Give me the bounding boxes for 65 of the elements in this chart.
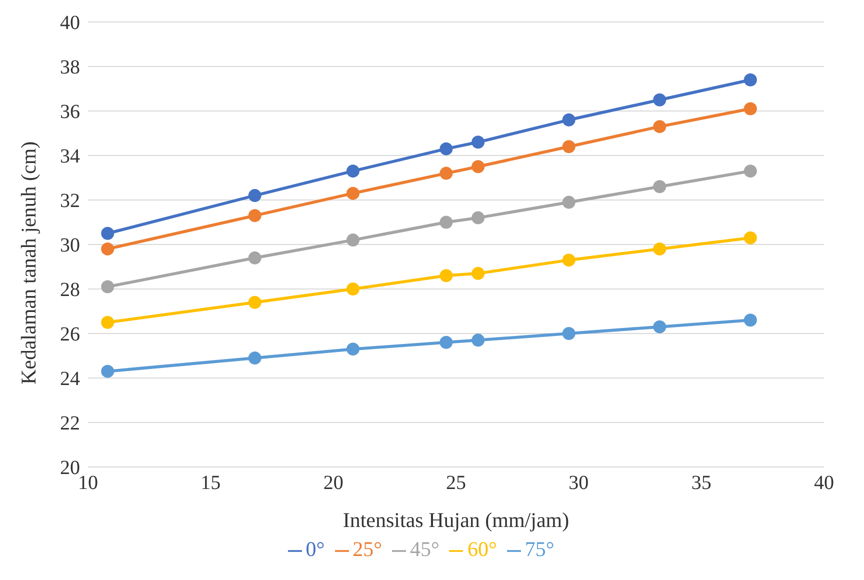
y-tick-label: 34 [60, 146, 80, 168]
point [346, 186, 360, 200]
x-tick-label: 30 [568, 472, 589, 494]
point [101, 280, 114, 294]
point [472, 160, 485, 174]
point [248, 209, 262, 222]
y-tick-label: 28 [60, 279, 80, 302]
point [101, 364, 114, 378]
point [653, 180, 666, 194]
x-tick-label: 15 [200, 472, 221, 494]
y-tick-label: 30 [60, 234, 80, 257]
point [101, 316, 114, 329]
point [440, 216, 453, 229]
point [744, 73, 757, 86]
point [440, 166, 453, 180]
point [248, 351, 262, 364]
point [653, 120, 666, 134]
point [653, 242, 666, 256]
y-tick-label: 38 [60, 56, 80, 79]
point [562, 327, 576, 340]
point [440, 336, 453, 349]
y-tick-label: 26 [60, 324, 80, 346]
x-axis-title: Intensitas Hujan (mm/jam) [342, 508, 570, 532]
point [248, 189, 262, 202]
point [248, 251, 262, 264]
x-tick-label: 40 [814, 472, 834, 494]
point [472, 136, 485, 149]
point [346, 164, 360, 178]
point [346, 342, 360, 356]
y-tick-label: 24 [60, 368, 80, 390]
point [744, 164, 757, 178]
x-tick-label: 20 [323, 472, 344, 494]
legend-label: 60° [467, 537, 497, 561]
point [472, 266, 485, 280]
point [346, 234, 360, 247]
point [744, 102, 757, 116]
point [472, 211, 485, 224]
point [653, 320, 666, 334]
y-axis-title: Kedalaman tanah jenuh (cm) [16, 141, 40, 384]
y-tick-label: 36 [60, 101, 80, 124]
y-tick-label: 20 [60, 457, 80, 480]
point [101, 226, 114, 240]
point [562, 140, 576, 154]
legend-label: 75° [524, 537, 554, 561]
y-tick-label: 32 [60, 190, 80, 212]
point [744, 231, 757, 244]
x-tick-label: 35 [691, 472, 712, 494]
point [653, 93, 666, 106]
point [562, 254, 576, 267]
point [248, 296, 262, 309]
legend-label: 0° [306, 537, 325, 561]
point [472, 334, 485, 347]
point [346, 282, 360, 296]
point [744, 314, 757, 327]
point [562, 113, 576, 126]
point [440, 269, 453, 282]
x-tick-label: 10 [78, 472, 98, 494]
legend-label: 45° [410, 537, 440, 561]
point [562, 196, 576, 209]
x-tick-label: 25 [446, 472, 466, 494]
point [101, 242, 114, 256]
y-tick-label: 22 [60, 412, 80, 435]
legend-label: 25° [352, 537, 382, 561]
y-tick-label: 40 [60, 12, 80, 34]
point [440, 142, 453, 156]
